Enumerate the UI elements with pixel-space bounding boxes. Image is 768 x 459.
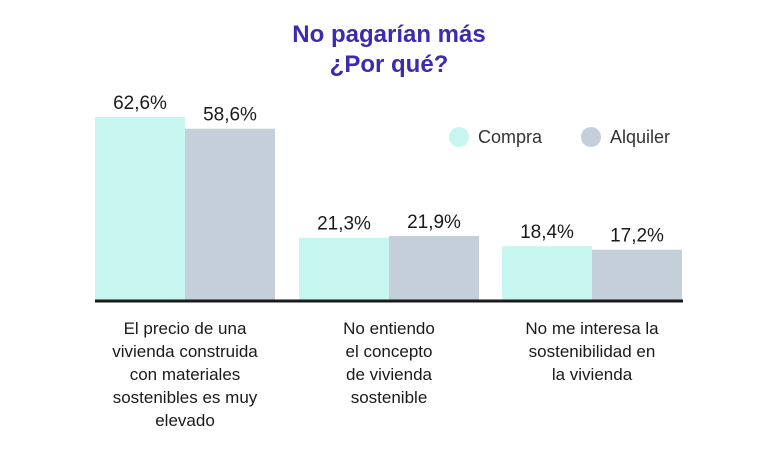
category-label-2: No entiendo el concepto de vivienda sosteni… [343,319,435,407]
category-label-line: con materiales [130,365,241,384]
legend-alquiler-label: Alquiler [610,127,670,147]
category-label-line: sostenibilidad en [529,342,656,361]
bar-compra-2 [299,237,389,300]
category-label-1: El precio de una vivienda construida con m… [112,319,258,430]
legend-alquiler-swatch [581,127,601,147]
bars-group [95,117,682,300]
chart-title: No pagarían más [292,21,485,48]
value-label-alquiler-3: 17,2% [610,226,664,247]
value-label-alquiler-1: 58,6% [203,105,257,126]
value-label-compra-2: 21,3% [317,214,371,235]
bar-compra-1 [95,117,185,300]
bar-alquiler-3 [592,249,682,300]
category-label-line: sostenible [351,388,428,407]
category-label-line: el concepto [346,342,433,361]
value-label-compra-1: 62,6% [113,93,167,114]
category-label-line: El precio de una [124,319,247,338]
legend-compra-label: Compra [478,127,543,147]
category-label-line: No me interesa la [525,319,659,338]
legend-compra-swatch [449,127,469,147]
category-label-line: de vivienda [346,365,433,384]
bar-alquiler-1 [185,128,275,300]
category-label-line: sostenibles es muy [113,388,258,407]
category-label-line: vivienda construida [112,342,258,361]
legend: Compra Alquiler [449,127,670,147]
category-label-line: la vivienda [552,365,633,384]
chart-subtitle: ¿Por qué? [330,51,449,78]
value-label-compra-3: 18,4% [520,222,574,243]
value-label-alquiler-2: 21,9% [407,212,461,233]
bar-compra-3 [502,246,592,300]
value-labels-group: 62,6% 58,6% 21,3% 21,9% 18,4% 17,2% [113,93,664,247]
category-label-line: elevado [155,411,215,430]
category-label-3: No me interesa la sostenibilidad en la viv… [525,319,659,384]
category-label-line: No entiendo [343,319,435,338]
category-labels-group: El precio de una vivienda construida con m… [112,319,659,430]
bar-alquiler-2 [389,235,479,300]
